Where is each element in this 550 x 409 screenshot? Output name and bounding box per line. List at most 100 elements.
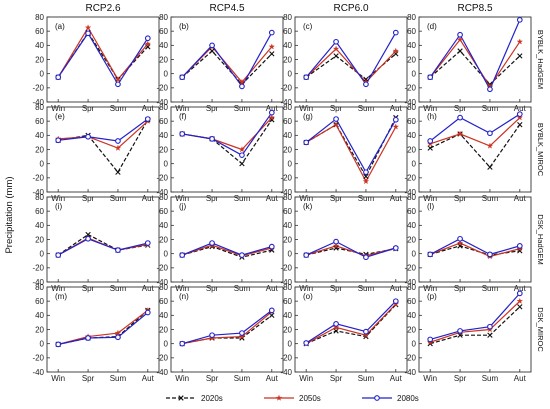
y-tick-label: 80 bbox=[35, 13, 44, 22]
column-title: RCP6.0 bbox=[333, 3, 368, 14]
series-2080s-point bbox=[363, 169, 369, 176]
x-tick-label: Win bbox=[51, 374, 65, 383]
x-tick-label: Win bbox=[299, 194, 313, 203]
series-2080s-point bbox=[268, 243, 275, 250]
series-2080s-point bbox=[457, 114, 463, 121]
series-2050s-line bbox=[182, 244, 272, 257]
series-2080s-point bbox=[427, 336, 434, 343]
x-tick-label: Aut bbox=[514, 284, 527, 293]
series-2020s-line bbox=[58, 119, 149, 174]
legend-label: 2080s bbox=[397, 394, 419, 403]
series-2050s-line bbox=[306, 245, 396, 257]
series-2080s-point bbox=[333, 320, 339, 327]
series-2080s-line bbox=[58, 312, 149, 345]
legend-entry: 2080s bbox=[362, 394, 419, 403]
series-2080s-point bbox=[392, 116, 399, 123]
series-2080s-point bbox=[55, 252, 62, 258]
y-tick-label: 20 bbox=[407, 145, 416, 154]
y-tick-label: -20 bbox=[156, 174, 168, 183]
x-tick-label: Spr bbox=[206, 104, 219, 113]
y-tick-label: -20 bbox=[404, 264, 416, 273]
y-tick-label: 80 bbox=[283, 13, 292, 22]
x-tick-label: Spr bbox=[330, 284, 343, 293]
y-tick-label: 0 bbox=[288, 249, 293, 258]
series-2020s-point bbox=[115, 169, 121, 175]
series-2050s-line bbox=[181, 45, 273, 84]
x-tick-label: Spr bbox=[454, 284, 467, 293]
y-tick-label: 40 bbox=[407, 131, 416, 140]
series-2020s-line bbox=[182, 245, 272, 258]
series-2050s-line bbox=[305, 123, 397, 183]
x-tick-label: Spr bbox=[82, 194, 95, 203]
series-2020s-point bbox=[85, 231, 91, 238]
panel-label: (n) bbox=[179, 292, 189, 301]
series-2080s-line bbox=[305, 118, 397, 174]
y-tick-label: -20 bbox=[32, 84, 44, 93]
y-tick-label: -40 bbox=[156, 368, 168, 377]
series-2080s-point bbox=[363, 254, 369, 261]
x-tick-label: Spr bbox=[206, 284, 219, 293]
series-2020s-line bbox=[305, 53, 397, 81]
series-2050s-point bbox=[268, 43, 276, 50]
series-2050s-point bbox=[516, 297, 524, 304]
panel: -40 -20 0 20 40 60 80 Win Spr Sum Aut (n) bbox=[156, 283, 284, 383]
series-2080s-point bbox=[333, 116, 339, 122]
series-2080s-point bbox=[85, 235, 91, 242]
series-2020s-line bbox=[181, 50, 273, 86]
series-2020s-point bbox=[517, 53, 523, 59]
y-tick-label: -20 bbox=[156, 264, 168, 273]
series-2080s-point bbox=[457, 31, 463, 38]
series-2050s-point bbox=[456, 36, 464, 43]
series-2080s-point bbox=[516, 111, 523, 117]
series-2080s-point bbox=[55, 74, 62, 81]
x-tick-label: Win bbox=[299, 284, 313, 293]
series-2080s-point bbox=[268, 307, 275, 314]
series-2020s-line bbox=[182, 119, 273, 165]
series-2020s-point bbox=[457, 48, 463, 54]
y-tick-label: -40 bbox=[156, 278, 168, 287]
panel-frame bbox=[418, 196, 532, 283]
series-2050s-point bbox=[238, 78, 246, 85]
x-tick-label: Sum bbox=[110, 104, 127, 113]
y-tick-label: 60 bbox=[159, 27, 168, 36]
series-2050s-line bbox=[429, 242, 520, 258]
y-tick-label: 60 bbox=[283, 207, 292, 216]
y-tick-label: 60 bbox=[35, 207, 44, 216]
y-tick-label: 20 bbox=[159, 235, 168, 244]
y-tick-label: -20 bbox=[404, 174, 416, 183]
x-tick-label: Aut bbox=[390, 104, 403, 113]
panel-label: (o) bbox=[303, 292, 313, 301]
series-2080s-point bbox=[516, 243, 523, 249]
series-2080s-line bbox=[429, 113, 521, 142]
series-2080s-point bbox=[179, 74, 186, 81]
series-2080s-line bbox=[57, 32, 149, 86]
series-2080s-point bbox=[303, 74, 310, 81]
y-tick-label: 40 bbox=[283, 131, 292, 140]
y-tick-label: 80 bbox=[407, 193, 416, 202]
panel-label: (g) bbox=[303, 112, 313, 121]
y-tick-label: -40 bbox=[32, 368, 44, 377]
series-2050s-line bbox=[57, 26, 149, 81]
x-tick-label: Win bbox=[423, 104, 437, 113]
series-2050s-point bbox=[114, 329, 122, 336]
series-2080s-point bbox=[115, 81, 121, 88]
series-2050s-point bbox=[516, 38, 524, 45]
x-tick-label: Aut bbox=[142, 284, 155, 293]
y-tick-label: 40 bbox=[159, 311, 168, 320]
series-2080s-line bbox=[57, 238, 148, 256]
row-label: BYBLK_HadGEM bbox=[536, 30, 545, 89]
y-tick-label: -40 bbox=[32, 278, 44, 287]
series-2080s-point bbox=[239, 83, 245, 90]
x-tick-label: Win bbox=[175, 374, 189, 383]
x-tick-label: Spr bbox=[82, 284, 95, 293]
y-tick-label: -20 bbox=[32, 174, 44, 183]
series-2020s-point bbox=[487, 164, 493, 170]
series-2080s-point bbox=[333, 38, 339, 45]
series-2050s-point bbox=[238, 333, 246, 340]
series-2020s-line bbox=[429, 124, 521, 169]
series-2080s-line bbox=[58, 118, 149, 142]
y-tick-label: 0 bbox=[412, 249, 417, 258]
y-tick-label: 80 bbox=[407, 283, 416, 292]
y-tick-label: 80 bbox=[159, 193, 168, 202]
series-2050s-line bbox=[305, 48, 397, 84]
